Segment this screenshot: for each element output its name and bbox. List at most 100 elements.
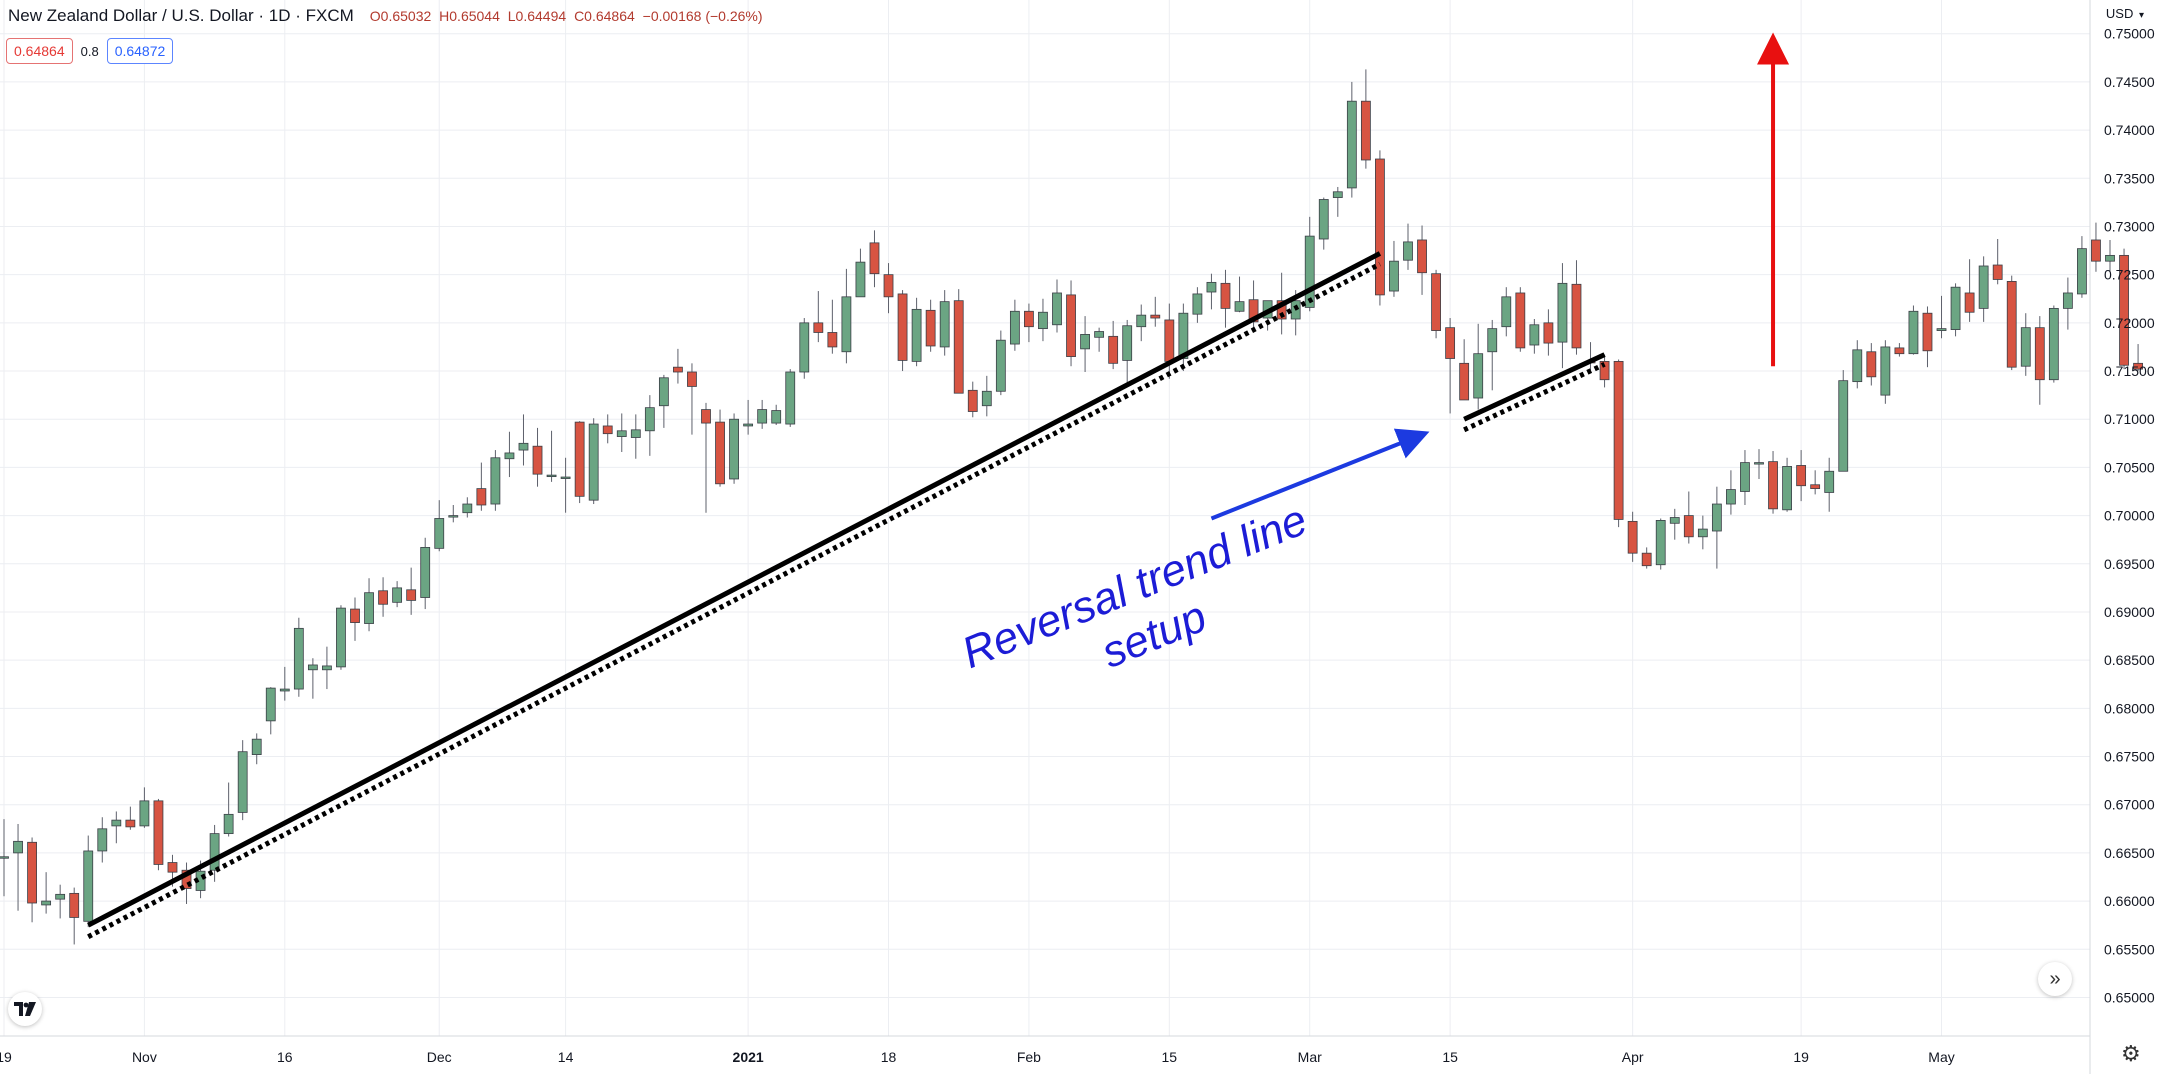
symbol-title[interactable]: New Zealand Dollar / U.S. Dollar · 1D · … — [8, 6, 354, 25]
solid-trendline[interactable] — [87, 251, 1382, 928]
reversal-setup-label[interactable]: Reversal trend line setup — [955, 495, 1333, 726]
candle-body — [757, 409, 768, 424]
candle-body — [1108, 335, 1119, 364]
candle-body — [1487, 328, 1498, 353]
candle-body — [83, 850, 94, 922]
price-tick-label: 0.66000 — [2104, 893, 2155, 909]
tradingview-logo-icon[interactable] — [8, 992, 42, 1026]
down-candle — [1571, 260, 1582, 355]
candle-body — [869, 242, 880, 275]
down-candle — [1066, 280, 1076, 367]
dotted-trendline[interactable] — [1463, 362, 1606, 433]
candle-body — [518, 442, 529, 451]
candle-body — [630, 429, 641, 438]
gear-icon[interactable]: ⚙ — [2121, 1041, 2141, 1066]
up-candle — [13, 823, 23, 911]
candle-body — [434, 518, 445, 549]
buy-sell-panel: 0.64864 0.8 0.64872 — [6, 38, 174, 64]
candle-body — [771, 410, 782, 424]
up-candle — [771, 404, 782, 426]
price-tick-label: 0.73500 — [2104, 170, 2155, 186]
candle-body — [616, 430, 627, 437]
up-candle — [981, 375, 992, 417]
buy-price-button[interactable]: 0.64872 — [106, 38, 174, 64]
candle-body — [673, 366, 683, 373]
sell-price-button[interactable]: 0.64864 — [6, 38, 73, 64]
up-candle — [1950, 283, 1961, 337]
up-candle — [911, 297, 922, 367]
up-candle — [462, 497, 473, 518]
annotation-arrow[interactable] — [1210, 428, 1430, 521]
logo-glyph — [14, 1002, 36, 1016]
candle-body — [139, 800, 150, 827]
down-candle — [1024, 303, 1034, 343]
candle-body — [1066, 294, 1076, 357]
ohlc-values: O0.65032 H0.65044 L0.64494 C0.64864 −0.0… — [370, 8, 767, 24]
candle-body — [111, 819, 122, 827]
candle-body — [729, 418, 739, 480]
up-candle — [1908, 305, 1919, 355]
candle-body — [279, 688, 290, 692]
down-candle — [1108, 320, 1119, 370]
candle-body — [2020, 327, 2031, 367]
candle-body — [406, 589, 417, 601]
time-tick-label: Feb — [1017, 1049, 1041, 1065]
candle-body — [2006, 281, 2017, 368]
up-candle — [41, 872, 52, 914]
candle-body — [1403, 241, 1413, 261]
up-candle — [1852, 340, 1863, 389]
up-candle — [1206, 273, 1217, 310]
down-candle — [1683, 491, 1694, 544]
up-candle — [729, 413, 739, 484]
down-candle — [1150, 296, 1161, 327]
down-candle — [2091, 222, 2101, 272]
up-candle — [1978, 256, 1989, 322]
up-candle — [1080, 316, 1090, 372]
candle-body — [1978, 265, 1989, 309]
candle-body — [602, 425, 613, 435]
up-candle — [420, 537, 431, 610]
up-candle — [560, 457, 571, 513]
up-candle — [265, 687, 276, 735]
down-candle — [1810, 470, 1821, 495]
chevron-down-icon: ▾ — [2138, 10, 2144, 21]
time-tick-label: 14 — [558, 1049, 574, 1065]
candle-body — [1894, 347, 1905, 355]
candle-body — [1276, 300, 1287, 320]
time-tick-label: Apr — [1622, 1049, 1644, 1065]
up-candle — [1346, 81, 1357, 198]
candle-body — [490, 457, 501, 505]
candle-body — [1360, 100, 1371, 161]
candle-body — [1473, 353, 1484, 399]
down-candle — [1796, 450, 1807, 502]
candle-body — [1613, 360, 1624, 520]
up-candle — [939, 290, 950, 356]
up-candle — [97, 817, 108, 863]
scroll-to-realtime-icon[interactable]: » — [2038, 962, 2072, 996]
trendline-drawings[interactable] — [87, 251, 1606, 939]
solid-trendline[interactable] — [1463, 352, 1606, 422]
candle-body — [1346, 100, 1357, 189]
candle-body — [1683, 515, 1694, 538]
down-candle — [1964, 259, 1975, 322]
candle-body — [265, 687, 276, 722]
currency-selector[interactable]: USD ▾ — [2106, 6, 2144, 21]
candle-body — [1936, 328, 1947, 331]
up-candle — [785, 369, 796, 427]
dotted-trendline[interactable] — [87, 261, 1382, 939]
down-candle — [1543, 309, 1554, 356]
up-candle — [448, 504, 459, 523]
up-candle — [1009, 299, 1020, 351]
candle-body — [532, 445, 543, 475]
down-candle — [1613, 359, 1624, 528]
candle-body — [251, 738, 262, 755]
candle-body — [1375, 158, 1385, 296]
candle-body — [237, 751, 248, 813]
time-tick-label: May — [1928, 1049, 1954, 1065]
candle-body — [1234, 301, 1245, 312]
candle-body — [1389, 260, 1399, 292]
candle-body — [420, 546, 431, 598]
candle-body — [1571, 283, 1582, 349]
